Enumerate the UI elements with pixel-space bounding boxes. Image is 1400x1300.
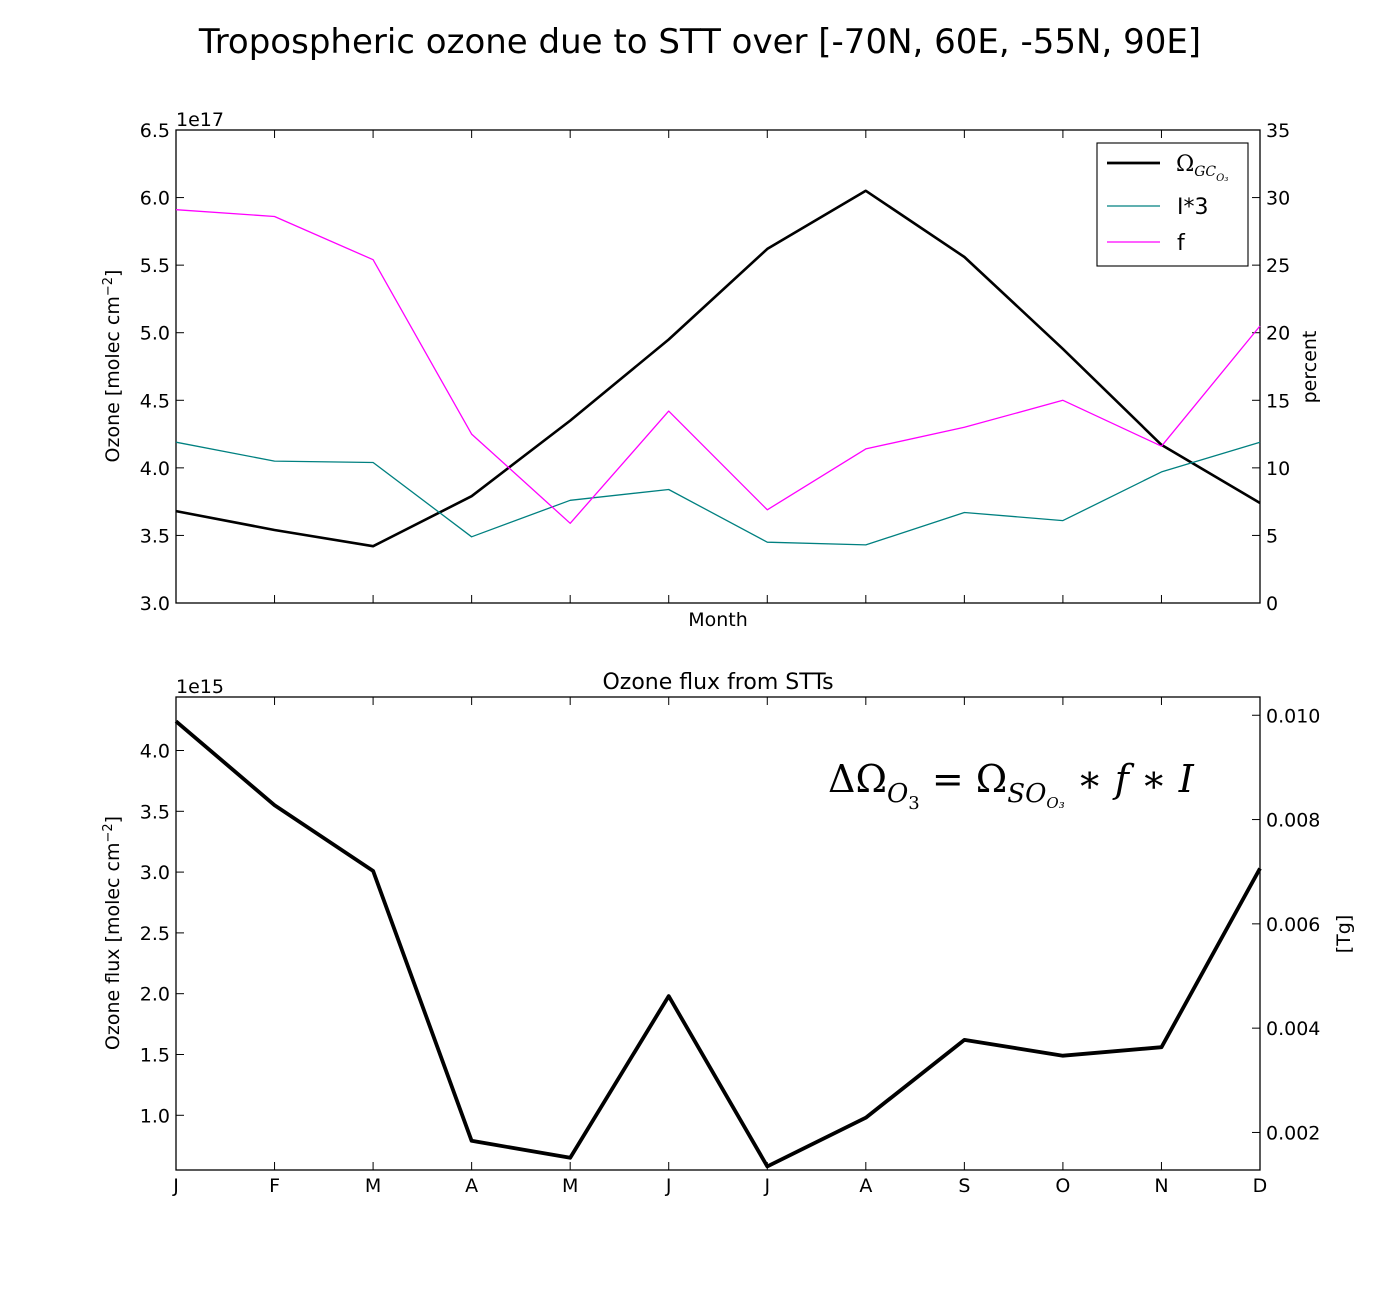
y2-tick-label: 5 <box>1266 525 1278 547</box>
bottom-y2-ticks: 0.002 0.004 0.006 0.008 0.010 <box>1252 705 1320 1144</box>
y-tick-label: 4.5 <box>140 390 170 412</box>
x-tick-label: M <box>365 1175 381 1197</box>
eq-omega-2: Ω <box>976 757 1008 801</box>
legend-label-f: f <box>1177 231 1186 256</box>
y-tick-label: 1.0 <box>140 1105 170 1127</box>
y2-tick-label: 20 <box>1266 323 1290 345</box>
x-tick-label: M <box>562 1175 578 1197</box>
y-tick-label: 2.5 <box>140 923 170 945</box>
y-tick-label: 6.0 <box>140 188 170 210</box>
eq-subsub-1: 3 <box>908 793 919 814</box>
eq-sub-2: SO <box>1007 779 1046 809</box>
bottom-y-axis-label-exponent: −2 <box>101 823 116 842</box>
y-tick-label: 5.0 <box>140 323 170 345</box>
top-x-axis-label: Month <box>688 609 748 631</box>
y-tick-label: 4.0 <box>140 458 170 480</box>
y-tick-label: 3.0 <box>140 593 170 615</box>
y-tick-label: 1.5 <box>140 1044 170 1066</box>
y2-tick-label: 0.002 <box>1266 1122 1320 1144</box>
bottom-y-axis-label: Ozone flux [molec cm−2] <box>101 816 124 1050</box>
eq-delta: Δ <box>828 757 855 801</box>
x-tick-label: J <box>763 1175 770 1197</box>
top-series-group <box>175 189 1261 548</box>
x-tick-label: A <box>859 1175 872 1197</box>
legend-omega-subsub: O₃ <box>1216 173 1228 184</box>
x-tick-label: A <box>465 1175 478 1197</box>
top-y-ticks: 3.0 3.5 4.0 4.5 5.0 5.5 6.0 6.5 <box>140 120 184 615</box>
y2-tick-label: 35 <box>1266 120 1290 142</box>
bottom-plot-frame <box>175 696 1261 1171</box>
y-tick-label: 4.0 <box>140 741 170 763</box>
legend-omega-sub: GC <box>1194 164 1216 180</box>
legend-label-omega: ΩGCO₃ <box>1176 152 1228 184</box>
eq-omega-1: Ω <box>855 757 887 801</box>
top-y-axis-label-main: Ozone [molec cm <box>102 296 124 462</box>
x-tick-label: S <box>958 1175 970 1197</box>
top-x-ticks <box>175 130 1261 603</box>
y2-tick-label: 10 <box>1266 458 1290 480</box>
y2-tick-label: 25 <box>1266 255 1290 277</box>
top-y-axis-label-end: ] <box>102 270 124 277</box>
top-y2-ticks: 0 5 10 15 20 25 30 35 <box>1252 120 1290 615</box>
top-plot-frame <box>175 129 1261 604</box>
x-tick-label: D <box>1253 1175 1268 1197</box>
y2-tick-label: 0.006 <box>1266 914 1320 936</box>
y2-tick-label: 15 <box>1266 390 1290 412</box>
bottom-y-axis-label-main: Ozone flux [molec cm <box>102 843 124 1051</box>
eq-sub-1: O <box>887 779 908 809</box>
top-legend: ΩGCO₃ I*3 f <box>1096 142 1249 267</box>
y2-tick-label: 0.010 <box>1266 705 1320 727</box>
top-y2-axis-label: percent <box>1299 331 1321 404</box>
bottom-y2-axis-label: [Tg] <box>1333 915 1355 954</box>
ozone-column-chart: 3.03.54.04.55.05.56.06.5 05101520253035 … <box>101 109 1321 631</box>
x-tick-label: N <box>1154 1175 1168 1197</box>
y-tick-label: 3.0 <box>140 862 170 884</box>
x-tick-label: J <box>665 1175 672 1197</box>
y2-tick-label: 0.008 <box>1266 810 1320 832</box>
top-y-axis-label-exponent: −2 <box>101 277 116 296</box>
legend-label-i3: I*3 <box>1177 195 1209 220</box>
top-series-line-0 <box>175 189 1261 548</box>
legend-omega-symbol: Ω <box>1176 152 1194 177</box>
y2-tick-label: 30 <box>1266 188 1290 210</box>
bottom-y-ticks: 1.0 1.5 2.0 2.5 3.0 3.5 4.0 <box>140 741 184 1127</box>
y-tick-label: 2.0 <box>140 984 170 1006</box>
eq-subsub-2: O₃ <box>1046 794 1064 812</box>
bottom-y-axis-label-end: ] <box>102 816 124 823</box>
figure-title: Tropospheric ozone due to STT over [-70N… <box>198 22 1201 62</box>
y-tick-label: 5.5 <box>140 255 170 277</box>
bottom-series-group <box>174 719 1262 1169</box>
y-tick-label: 6.5 <box>140 120 170 142</box>
top-y-offset-label: 1e17 <box>176 109 224 131</box>
eq-equals: = <box>920 757 976 801</box>
equation-annotation: ΔΩO3 = ΩSOO₃ ∗ f ∗ I <box>828 757 1195 814</box>
top-series-line-2 <box>175 209 1261 524</box>
y2-tick-label: 0.004 <box>1266 1018 1320 1040</box>
top-series-line-1 <box>175 441 1261 546</box>
y-tick-label: 3.5 <box>140 801 170 823</box>
bot-series-line-0 <box>174 719 1262 1169</box>
eq-rest: ∗ f ∗ I <box>1065 757 1195 801</box>
bottom-chart-title: Ozone flux from STTs <box>602 670 833 695</box>
y2-tick-label: 0 <box>1266 593 1278 615</box>
bottom-y-offset-label: 1e15 <box>176 676 224 698</box>
x-tick-label: F <box>269 1175 280 1197</box>
y-tick-label: 3.5 <box>140 525 170 547</box>
x-tick-label: J <box>172 1175 179 1197</box>
top-y-axis-label: Ozone [molec cm−2] <box>101 270 124 463</box>
x-tick-label: O <box>1055 1175 1070 1197</box>
legend-box <box>1096 142 1249 267</box>
